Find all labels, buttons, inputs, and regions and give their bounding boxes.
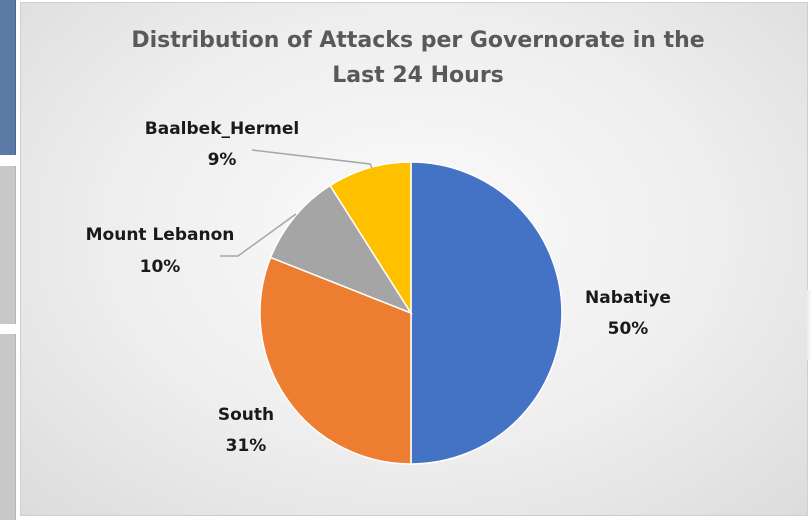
pie-slice-nabatiye	[410, 161, 563, 465]
slice-pct-mount-lebanon: 10%	[140, 257, 181, 277]
chart-title-line-1: Distribution of Attacks per Governorate …	[131, 28, 704, 53]
pie-slices	[259, 161, 563, 465]
leader-line-baalbek-hermel	[251, 149, 373, 169]
slice-pct-south: 31%	[226, 436, 267, 456]
chart-title-line-2: Last 24 Hours	[332, 63, 504, 88]
pie-slice-baalbek-hermel	[329, 161, 412, 316]
slice-pct-baalbek-hermel: 9%	[208, 150, 237, 170]
slice-label-nabatiye: Nabatiye	[585, 288, 671, 308]
side-panel-strip-middle	[0, 166, 16, 324]
side-panel-strip-top	[0, 0, 16, 155]
slice-label-baalbek-hermel: Baalbek_Hermel	[145, 119, 299, 139]
edge-shadow	[806, 290, 812, 360]
slice-label-mount-lebanon: Mount Lebanon	[86, 225, 235, 245]
leader-line-mount-lebanon	[220, 213, 297, 257]
pie-slice-mount-lebanon	[269, 184, 413, 315]
side-panel-strip-bottom	[0, 334, 16, 520]
slice-label-south: South	[218, 405, 274, 425]
pie-slice-south	[259, 256, 412, 465]
slice-pct-nabatiye: 50%	[608, 319, 649, 339]
